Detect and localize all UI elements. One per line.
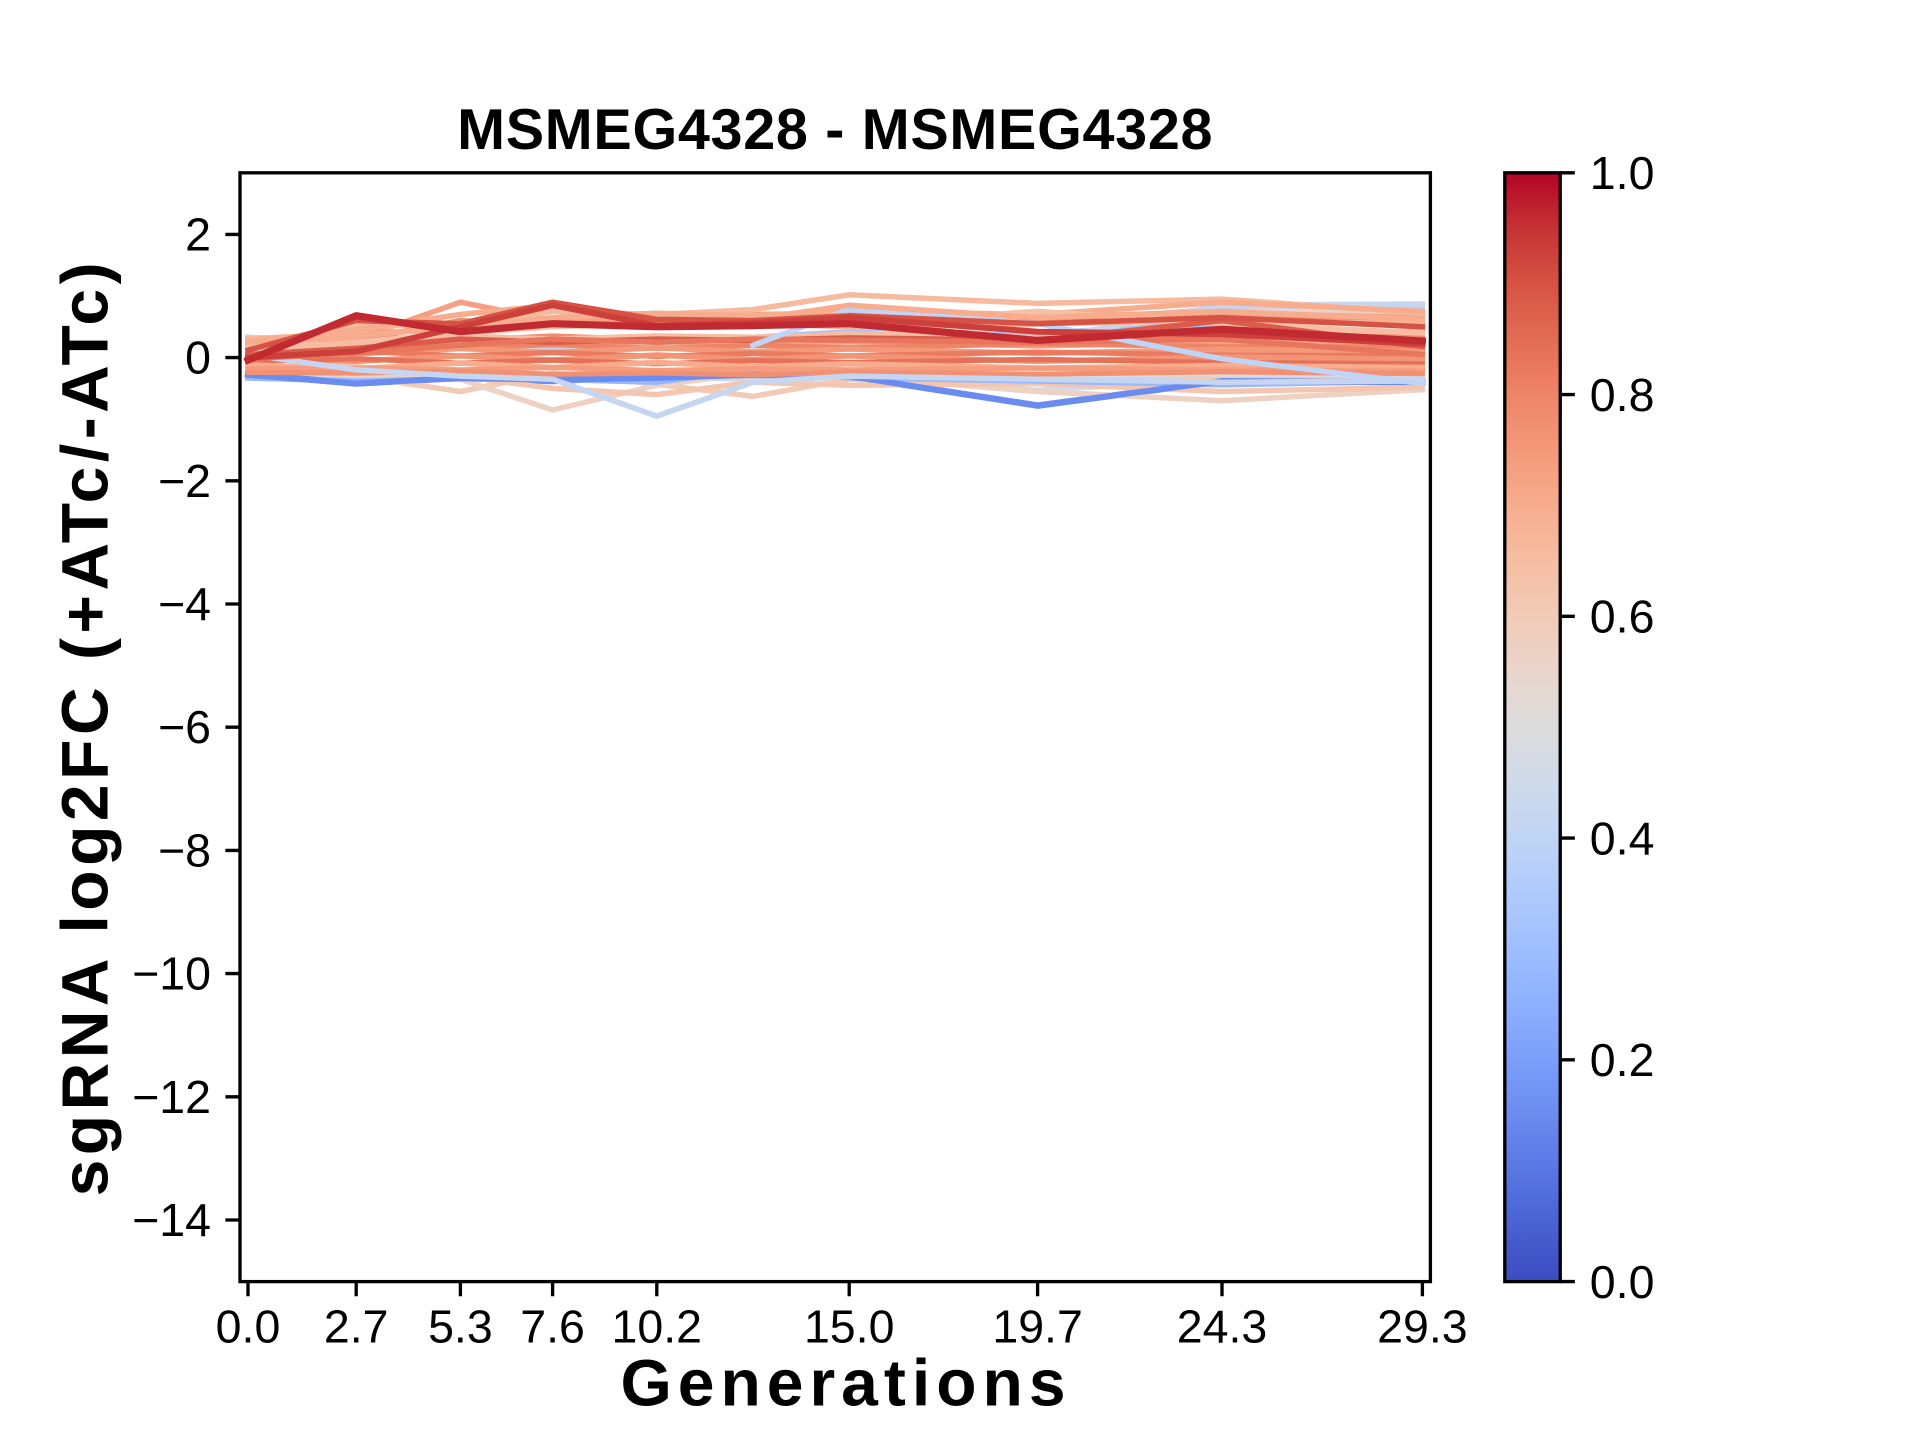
svg-text:0.2: 0.2: [1590, 1034, 1655, 1086]
svg-text:15.0: 15.0: [804, 1301, 895, 1353]
svg-text:24.3: 24.3: [1177, 1301, 1268, 1353]
svg-text:0.0: 0.0: [216, 1301, 281, 1353]
svg-text:0.0: 0.0: [1590, 1256, 1655, 1308]
svg-text:0.6: 0.6: [1590, 591, 1655, 643]
svg-text:10.2: 10.2: [612, 1301, 703, 1353]
svg-text:2.7: 2.7: [324, 1301, 389, 1353]
svg-text:1.0: 1.0: [1590, 147, 1655, 199]
svg-text:−14: −14: [132, 1194, 211, 1246]
svg-text:0.4: 0.4: [1590, 813, 1655, 865]
svg-text:29.3: 29.3: [1377, 1301, 1468, 1353]
svg-text:−4: −4: [158, 578, 211, 630]
svg-text:7.6: 7.6: [520, 1301, 585, 1353]
svg-text:−10: −10: [132, 948, 211, 1000]
svg-text:Generations: Generations: [620, 1346, 1071, 1420]
svg-text:−8: −8: [158, 824, 211, 876]
svg-text:5.3: 5.3: [428, 1301, 493, 1353]
svg-text:sgRNA log2FC (+ATc/-ATc): sgRNA log2FC (+ATc/-ATc): [48, 258, 122, 1196]
svg-text:−12: −12: [132, 1071, 211, 1123]
svg-text:−6: −6: [158, 701, 211, 753]
svg-text:2: 2: [185, 208, 211, 260]
svg-text:MSMEG4328 - MSMEG4328: MSMEG4328 - MSMEG4328: [457, 98, 1213, 162]
svg-text:0: 0: [185, 332, 211, 384]
svg-text:0.8: 0.8: [1590, 369, 1655, 421]
svg-text:19.7: 19.7: [992, 1301, 1083, 1353]
svg-text:−2: −2: [158, 455, 211, 507]
